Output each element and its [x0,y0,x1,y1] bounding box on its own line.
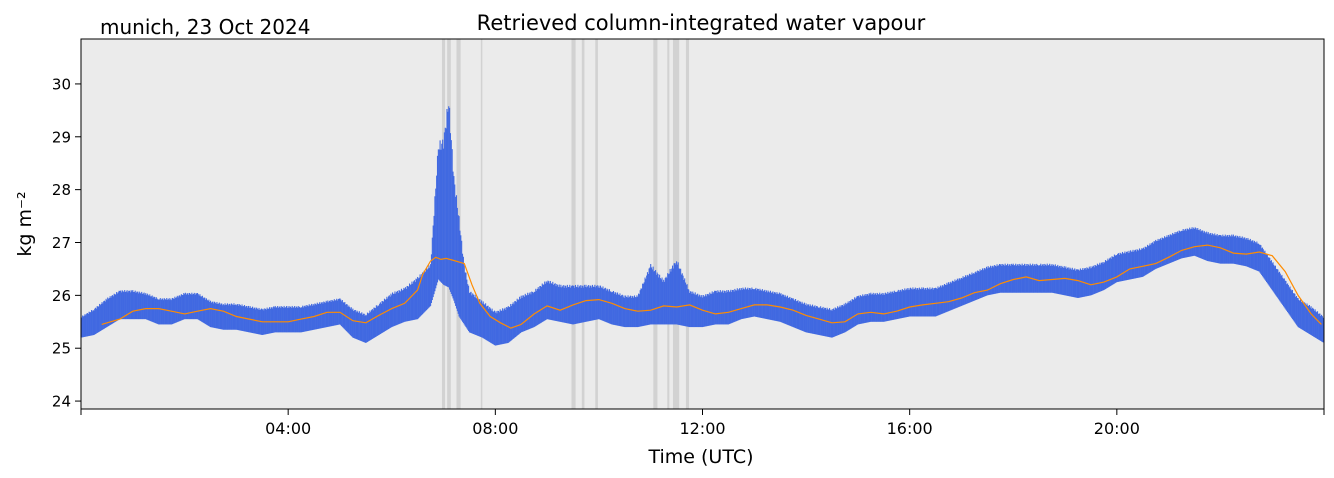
plot-area-background [81,39,1324,409]
flagged-span [480,39,483,409]
x-tick-label: 12:00 [679,419,725,438]
flagged-span [667,39,670,409]
y-tick-label: 24 [52,393,71,411]
chart-title: Retrieved column-integrated water vapour [477,11,926,35]
y-axis: 24 25 26 27 28 29 30 [52,75,81,411]
x-axis-label: Time (UTC) [647,446,753,468]
x-tick-label: 16:00 [887,419,933,438]
data-points [80,106,1324,346]
flagged-span [672,39,680,409]
flagged-span [685,39,690,409]
x-tick-label: 04:00 [265,419,311,438]
smoothed-series-line [101,244,1322,329]
flagged-span [571,39,576,409]
y-axis-label: kg m⁻² [14,191,36,256]
x-tick-label: 08:00 [472,419,518,438]
flagged-span [595,39,598,409]
flagged-span [653,39,658,409]
x-tick-label: 20:00 [1094,419,1140,438]
y-tick-label: 28 [52,181,71,199]
x-axis: 04:00 08:00 12:00 16:00 20:00 [80,409,1325,438]
smoothed-line [101,244,1322,329]
flagged-span [581,39,585,409]
y-tick-label: 30 [52,75,71,93]
y-tick-label: 27 [52,234,71,252]
y-tick-label: 25 [52,340,71,358]
chart-subtitle: munich, 23 Oct 2024 [100,15,310,39]
y-tick-label: 26 [52,287,71,305]
y-tick-label: 29 [52,128,71,146]
